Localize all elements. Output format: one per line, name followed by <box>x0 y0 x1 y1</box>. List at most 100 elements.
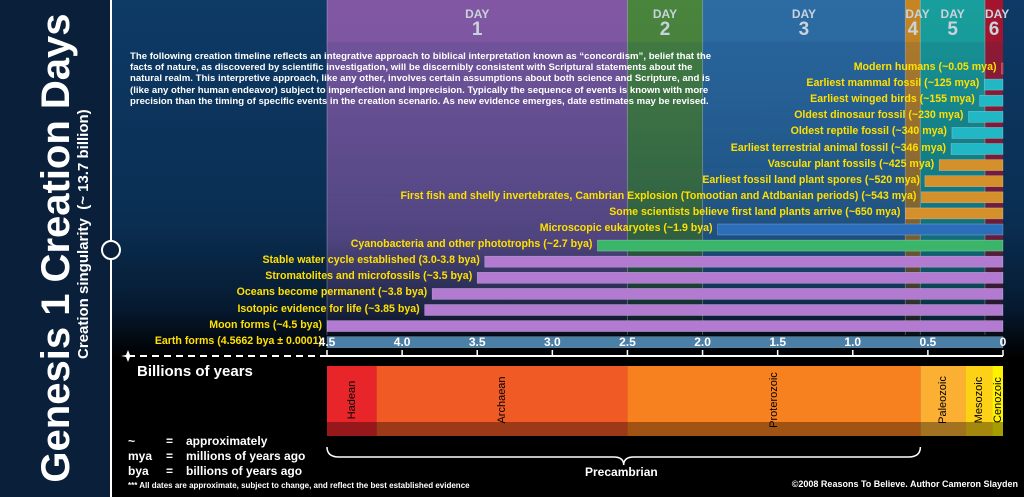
day-header-4 <box>905 0 921 42</box>
day-word: DAY <box>984 7 1010 21</box>
day-label-4: DAY 4 <box>905 8 929 40</box>
event-bar <box>938 159 1004 171</box>
event-bar <box>968 111 1004 123</box>
event-label: Some scientists believe first land plant… <box>609 205 901 218</box>
footnote: *** All dates are approximate, subject t… <box>128 481 470 490</box>
axis-title: Billions of years <box>137 363 253 380</box>
axis-tick-label: 4.0 <box>393 335 411 349</box>
era-fade <box>327 422 1003 438</box>
era-block <box>627 366 921 436</box>
era-block <box>327 366 377 436</box>
day-label-2: DAY 2 <box>627 7 702 40</box>
legend-symbol: bya <box>128 464 149 478</box>
axis-tick-label: 4.5 <box>318 335 336 349</box>
day-word: DAY <box>652 7 678 21</box>
event-label: Earliest mammal fossil (~125 mya) <box>806 77 980 90</box>
legend-equals: = <box>166 449 174 463</box>
era-label: Mesozoic <box>972 376 985 424</box>
event-bar <box>950 143 1004 155</box>
legend-definition: approximately <box>186 434 268 448</box>
era-label: Paleozoic <box>936 376 949 424</box>
axis-tick-label: 3.0 <box>543 335 561 349</box>
legend-symbol: mya <box>128 449 153 463</box>
legend-equals: = <box>166 464 174 478</box>
day-label-3: DAY 3 <box>703 7 906 40</box>
event-label: Isotopic evidence for life (~3.85 bya) <box>237 302 420 315</box>
axis-tick-label: 1.0 <box>844 335 862 349</box>
event-label: First fish and shelly invertebrates, Cam… <box>400 189 917 202</box>
event-label: Earliest fossil land plant spores (~520 … <box>702 173 920 186</box>
axis-tick-label: 2.0 <box>694 335 711 349</box>
era-block <box>376 366 628 436</box>
event-label: Oldest reptile fossil (~340 mya) <box>790 125 947 138</box>
event-label: Stable water cycle established (3.0-3.8 … <box>262 254 480 267</box>
event-bar <box>717 223 1004 236</box>
event-label: Vascular plant fossils (~425 mya) <box>767 157 935 170</box>
era-block <box>992 366 1003 436</box>
legend-symbol: ~ <box>128 434 136 448</box>
precambrian-brace <box>326 446 922 466</box>
day-word: DAY <box>940 7 965 21</box>
day-label-1: DAY 1 <box>327 7 627 40</box>
event-label: Earliest winged birds (~155 mya) <box>810 93 975 106</box>
legend-row: bya = billions of years ago <box>128 464 302 478</box>
event-bar <box>983 78 1004 91</box>
era-label: Hadean <box>345 380 358 420</box>
day-header-6 <box>984 0 1003 42</box>
day-number: 1 <box>471 19 483 40</box>
day-number: 6 <box>988 19 1000 40</box>
day-number: 4 <box>907 19 919 40</box>
axis-tick-label: 0.5 <box>919 335 937 349</box>
legend-definition: billions of years ago <box>186 464 303 478</box>
legend-row: ~ = approximately <box>128 434 267 448</box>
creation-singularity-label: Creation singularity <box>75 218 92 359</box>
axis-tick-label: 0 <box>999 335 1007 349</box>
day-header-2 <box>627 0 703 42</box>
event-label: Cyanobacteria and other phototrophs (~2.… <box>350 238 593 251</box>
event-bar <box>924 175 1004 187</box>
singularity-marker <box>101 240 121 260</box>
axis-tick-label: 2.5 <box>619 335 636 349</box>
day-number: 3 <box>798 19 810 40</box>
event-bar <box>921 191 1004 204</box>
event-bar <box>484 255 1004 268</box>
era-block <box>965 366 993 436</box>
day-band-4 <box>905 0 921 335</box>
event-bar <box>326 336 1004 349</box>
event-bar <box>424 304 1004 316</box>
event-bar <box>476 271 1004 284</box>
legend-equals: = <box>166 434 174 448</box>
event-bar <box>1001 62 1004 75</box>
precambrian-label: Precambrian <box>585 465 658 479</box>
era-label: Proterozoic <box>767 372 780 428</box>
event-bar <box>597 239 1004 252</box>
event-bar <box>905 207 1004 220</box>
event-bar <box>431 288 1004 300</box>
day-word: DAY <box>465 7 490 21</box>
axis-tick-label: 1.5 <box>769 335 786 349</box>
era-label: Archaean <box>496 376 508 424</box>
event-label: Modern humans (~0.05 mya) <box>853 61 997 73</box>
legend-definition: millions of years ago <box>186 449 306 463</box>
day-label-5: DAY 5 <box>920 7 985 40</box>
event-bar <box>951 127 1004 139</box>
event-bar <box>979 94 1004 107</box>
creation-singularity-age: (~ 13.7 billion) <box>75 109 92 210</box>
day-word: DAY <box>791 7 817 21</box>
legend-row: mya = millions of years ago <box>128 449 305 463</box>
side-subtitle: Creation singularity (~ 13.7 billion) <box>71 0 97 477</box>
event-label: Oldest dinosaur fossil (~230 mya) <box>794 109 964 122</box>
intro-text: The following creation timeline reflects… <box>130 51 712 107</box>
event-label: Earliest terrestrial animal fossil (~346… <box>730 141 947 154</box>
event-label: Oceans become permanent (~3.8 bya) <box>236 286 428 299</box>
day-number: 2 <box>659 19 671 40</box>
day-label-6: DAY 6 <box>984 7 1010 40</box>
day-header-1 <box>327 0 628 42</box>
event-bar <box>326 320 1004 332</box>
copyright: ©2008 Reasons To Believe. Author Cameron… <box>791 479 1018 489</box>
day-header-5 <box>920 0 985 42</box>
era-block <box>920 366 966 436</box>
event-label: Stromatolites and microfossils (~3.5 bya… <box>265 270 473 283</box>
